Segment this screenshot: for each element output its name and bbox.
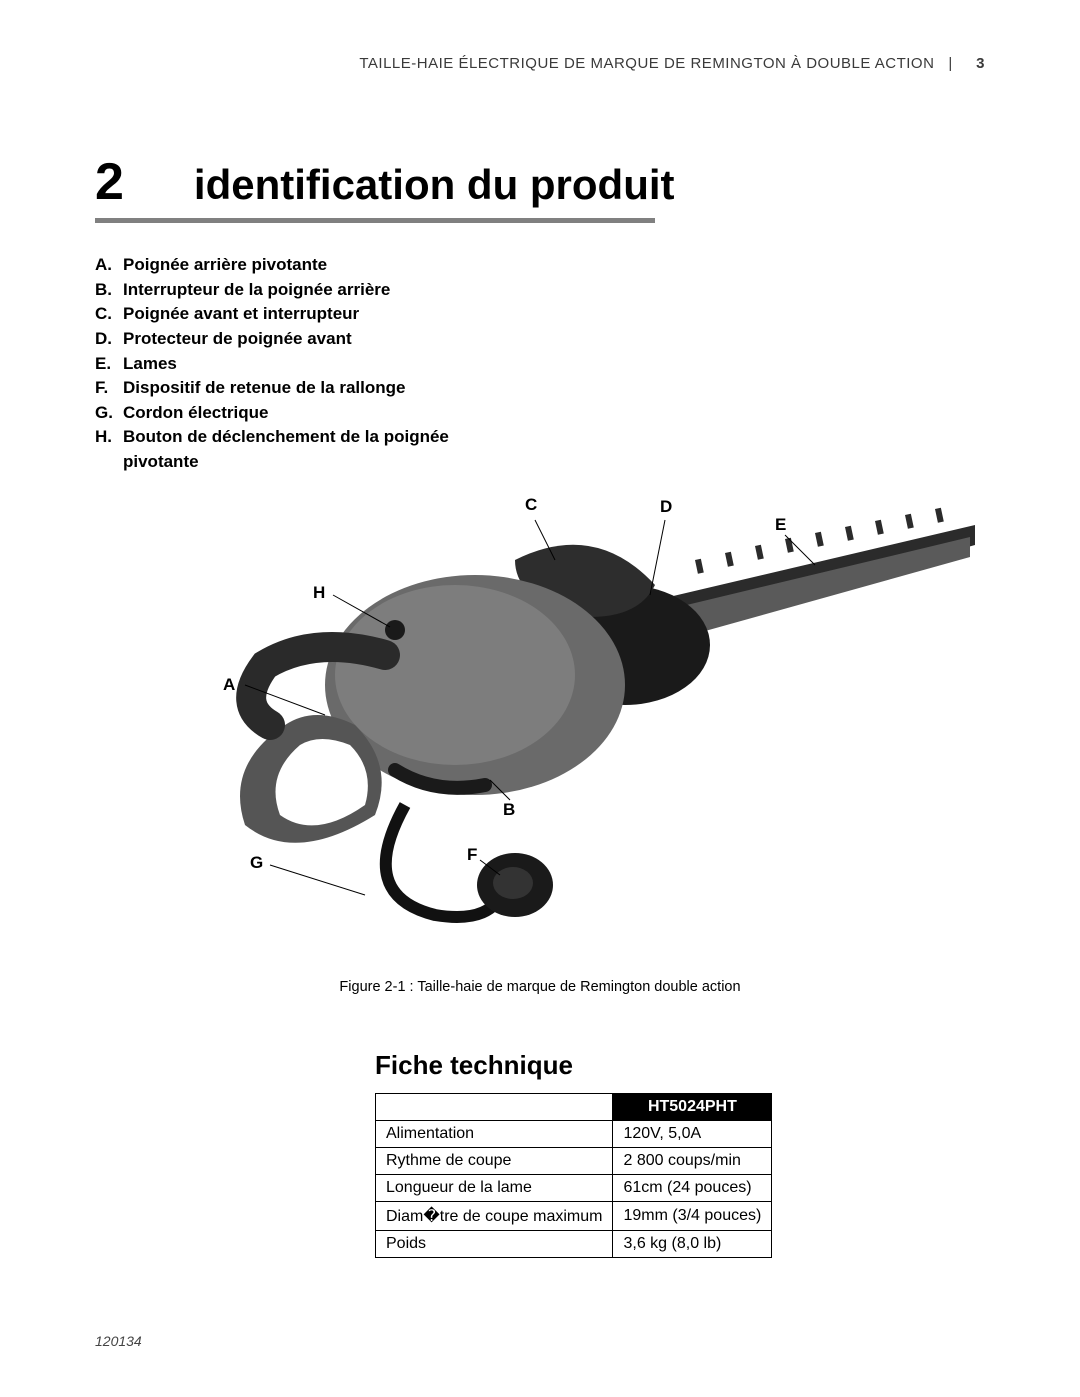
page-number: 3 bbox=[976, 55, 985, 72]
manual-page: TAILLE-HAIE ÉLECTRIQUE DE MARQUE DE REMI… bbox=[0, 0, 1080, 1397]
parts-list-item: D.Protecteur de poignée avant bbox=[95, 327, 495, 352]
part-letter: A. bbox=[95, 253, 123, 278]
callout-c: C bbox=[525, 495, 537, 515]
part-label: Cordon électrique bbox=[123, 401, 268, 426]
part-letter: D. bbox=[95, 327, 123, 352]
chapter-heading: 2 identification du produit bbox=[95, 152, 985, 212]
callout-g: G bbox=[250, 853, 263, 873]
table-row: Longueur de la lame 61cm (24 pouces) bbox=[376, 1174, 772, 1201]
part-letter: C. bbox=[95, 302, 123, 327]
spec-label: Poids bbox=[376, 1230, 613, 1257]
spec-label: Longueur de la lame bbox=[376, 1174, 613, 1201]
part-label: Dispositif de retenue de la rallonge bbox=[123, 376, 405, 401]
header-divider: | bbox=[939, 55, 957, 72]
spec-section-title: Fiche technique bbox=[375, 1050, 985, 1081]
spec-value: 19mm (3/4 pouces) bbox=[613, 1201, 772, 1230]
part-label: Lames bbox=[123, 352, 177, 377]
running-title: TAILLE-HAIE ÉLECTRIQUE DE MARQUE DE REMI… bbox=[359, 55, 934, 72]
spec-blank-header bbox=[376, 1093, 613, 1120]
product-illustration bbox=[95, 465, 985, 935]
parts-list-item: F.Dispositif de retenue de la rallonge bbox=[95, 376, 495, 401]
running-header: TAILLE-HAIE ÉLECTRIQUE DE MARQUE DE REMI… bbox=[95, 55, 985, 72]
part-letter: B. bbox=[95, 278, 123, 303]
table-row: Poids 3,6 kg (8,0 lb) bbox=[376, 1230, 772, 1257]
product-figure: A B C D E F G H Figure 2-1 : Taille-haie… bbox=[95, 465, 985, 995]
table-header-row: HT5024PHT bbox=[376, 1093, 772, 1120]
callout-h: H bbox=[313, 583, 325, 603]
part-letter: E. bbox=[95, 352, 123, 377]
spec-label: Rythme de coupe bbox=[376, 1147, 613, 1174]
chapter-number: 2 bbox=[95, 152, 124, 212]
part-label: Interrupteur de la poignée arrière bbox=[123, 278, 390, 303]
parts-list-item: B.Interrupteur de la poignée arrière bbox=[95, 278, 495, 303]
callout-a: A bbox=[223, 675, 235, 695]
callout-d: D bbox=[660, 497, 672, 517]
spec-value: 120V, 5,0A bbox=[613, 1120, 772, 1147]
part-label: Protecteur de poignée avant bbox=[123, 327, 352, 352]
spec-table: HT5024PHT Alimentation 120V, 5,0A Rythme… bbox=[375, 1093, 772, 1258]
spec-label: Alimentation bbox=[376, 1120, 613, 1147]
spec-value: 61cm (24 pouces) bbox=[613, 1174, 772, 1201]
part-letter: G. bbox=[95, 401, 123, 426]
spec-value: 3,6 kg (8,0 lb) bbox=[613, 1230, 772, 1257]
table-row: Rythme de coupe 2 800 coups/min bbox=[376, 1147, 772, 1174]
parts-list: A.Poignée arrière pivotante B.Interrupte… bbox=[95, 253, 495, 475]
part-label: Poignée avant et interrupteur bbox=[123, 302, 359, 327]
parts-list-item: C.Poignée avant et interrupteur bbox=[95, 302, 495, 327]
spec-value: 2 800 coups/min bbox=[613, 1147, 772, 1174]
callout-e: E bbox=[775, 515, 786, 535]
callout-b: B bbox=[503, 800, 515, 820]
parts-list-item: G.Cordon électrique bbox=[95, 401, 495, 426]
title-underline bbox=[95, 218, 655, 223]
table-row: Alimentation 120V, 5,0A bbox=[376, 1120, 772, 1147]
spec-label: Diam�tre de coupe maximum bbox=[376, 1201, 613, 1230]
part-letter: F. bbox=[95, 376, 123, 401]
figure-caption: Figure 2-1 : Taille-haie de marque de Re… bbox=[95, 979, 985, 995]
parts-list-item: E.Lames bbox=[95, 352, 495, 377]
chapter-title: identification du produit bbox=[194, 161, 675, 209]
parts-list-item: A.Poignée arrière pivotante bbox=[95, 253, 495, 278]
part-label: Poignée arrière pivotante bbox=[123, 253, 327, 278]
callout-f: F bbox=[467, 845, 477, 865]
footer-doc-code: 120134 bbox=[95, 1333, 142, 1349]
spec-model-header: HT5024PHT bbox=[613, 1093, 772, 1120]
table-row: Diam�tre de coupe maximum 19mm (3/4 pouc… bbox=[376, 1201, 772, 1230]
